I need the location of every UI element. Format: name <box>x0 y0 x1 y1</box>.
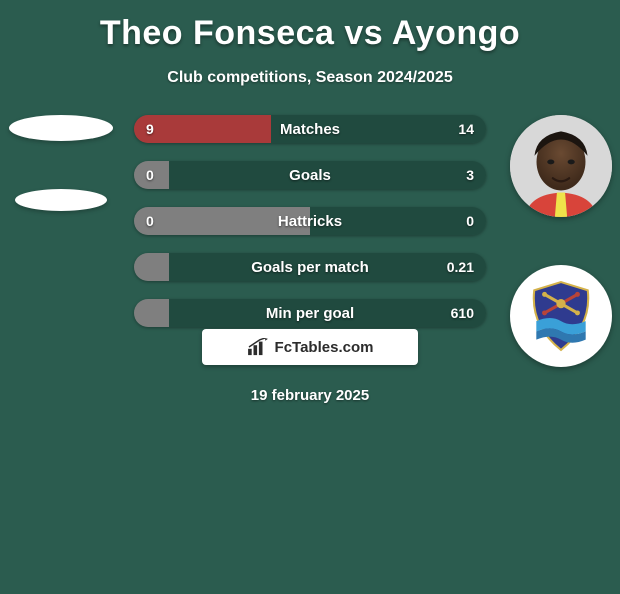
bar-segment-right <box>310 207 486 235</box>
bar-value-right: 0.21 <box>447 253 474 281</box>
stat-bar: Hattricks00 <box>134 207 486 235</box>
bar-segment-left <box>134 207 310 235</box>
bar-value-right: 0 <box>466 207 474 235</box>
subtitle: Club competitions, Season 2024/2025 <box>0 69 620 87</box>
date-line: 19 february 2025 <box>0 387 620 404</box>
stat-bar: Matches914 <box>134 115 486 143</box>
brand-badge: FcTables.com <box>202 329 418 365</box>
brand-text: FcTables.com <box>275 339 374 356</box>
bar-segment-left <box>134 253 169 281</box>
bar-segment-right <box>271 115 486 143</box>
left-player-column <box>6 115 116 211</box>
bars-chart-icon <box>247 338 269 356</box>
bar-value-right: 14 <box>458 115 474 143</box>
stat-bar: Goals per match0.21 <box>134 253 486 281</box>
bar-value-left: 9 <box>146 115 154 143</box>
stat-bar: Goals03 <box>134 161 486 189</box>
bar-segment-right <box>169 253 486 281</box>
right-club-crest <box>510 265 612 367</box>
left-club-crest-placeholder <box>15 189 107 211</box>
bar-segment-left <box>134 299 169 327</box>
bar-value-right: 610 <box>451 299 474 327</box>
stat-bar: Min per goal610 <box>134 299 486 327</box>
bar-segment-right <box>169 161 486 189</box>
right-player-avatar <box>510 115 612 217</box>
page-title: Theo Fonseca vs Ayongo <box>0 14 620 53</box>
bar-value-right: 3 <box>466 161 474 189</box>
left-player-avatar-placeholder <box>9 115 113 141</box>
club-crest-icon <box>530 280 592 352</box>
stat-bars: Matches914Goals03Hattricks00Goals per ma… <box>134 115 486 327</box>
bar-segment-right <box>169 299 486 327</box>
bar-value-left: 0 <box>146 207 154 235</box>
right-player-column <box>506 115 616 367</box>
bar-segment-left <box>134 115 271 143</box>
player-silhouette-icon <box>510 115 612 217</box>
bar-value-left: 0 <box>146 161 154 189</box>
